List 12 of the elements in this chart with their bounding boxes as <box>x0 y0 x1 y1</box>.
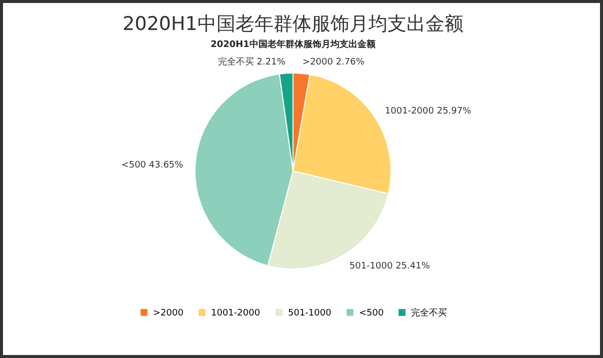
category-label: 1001-2000 25.97% <box>384 106 472 117</box>
category-label: 完全不买 2.21% <box>218 57 286 68</box>
category-label: 501-1000 25.41% <box>349 261 430 272</box>
legend-label: 1001-2000 <box>211 308 260 318</box>
legend-label: <500 <box>359 308 384 318</box>
category-label: <500 43.65% <box>121 160 184 170</box>
legend-label: >2000 <box>153 308 184 318</box>
chart-title: 2020H1中国老年群体服饰月均支出金额 <box>122 13 464 35</box>
category-label: >2000 2.76% <box>302 57 364 68</box>
legend-label: 501-1000 <box>288 308 332 318</box>
chart-subtitle: 2020H1中国老年群体服饰月均支出金额 <box>210 39 376 50</box>
legend-label: 完全不买 <box>411 307 447 318</box>
